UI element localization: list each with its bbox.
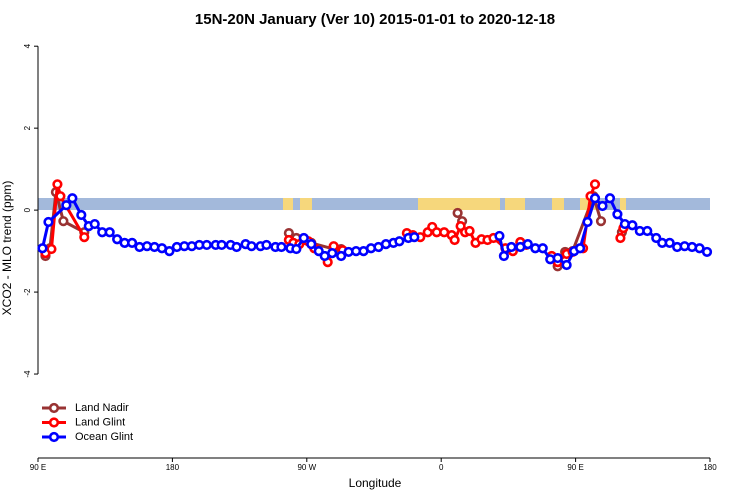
y-tick-label: 4 [23, 43, 32, 48]
point [394, 236, 405, 247]
legend-marker [48, 402, 60, 414]
point [126, 237, 138, 249]
point [76, 209, 87, 221]
land-patch [620, 198, 626, 210]
point [261, 239, 272, 251]
point [327, 248, 338, 259]
legend-label: Land Nadir [75, 402, 129, 414]
point [595, 216, 607, 227]
map-strip [38, 198, 710, 210]
point [552, 252, 563, 264]
point [298, 232, 309, 244]
point [506, 241, 517, 253]
point [58, 216, 69, 227]
point [612, 209, 623, 220]
point [52, 179, 63, 190]
point [43, 216, 54, 228]
point [104, 227, 115, 238]
point [67, 193, 78, 204]
y-tick-label: -4 [23, 370, 32, 378]
x-axis-label: Longitude [349, 476, 402, 490]
point [336, 250, 347, 262]
point [582, 216, 593, 228]
point [701, 246, 713, 258]
x-tick-label: 90 E [567, 463, 583, 472]
point [498, 250, 510, 262]
land-patch [505, 198, 525, 210]
point [494, 230, 505, 242]
legend-label: Land Glint [75, 416, 125, 428]
point [449, 234, 460, 246]
point [37, 243, 48, 254]
point [79, 232, 90, 243]
point [112, 234, 123, 245]
point [216, 239, 227, 251]
x-tick-label: 90 W [297, 463, 316, 472]
point [61, 200, 72, 211]
land-patch [283, 198, 293, 210]
point [464, 225, 475, 237]
point [597, 200, 608, 212]
point [615, 232, 626, 244]
legend-marker [48, 431, 60, 443]
point [55, 191, 66, 202]
point [694, 243, 705, 254]
land-patch [552, 198, 564, 210]
point [409, 232, 420, 243]
x-tick-label: 180 [166, 463, 180, 472]
point [589, 193, 601, 204]
point [246, 241, 257, 252]
point [627, 220, 638, 231]
point [589, 179, 601, 190]
point [89, 218, 100, 230]
point [604, 193, 616, 204]
land-patch [300, 198, 312, 210]
point [522, 239, 533, 250]
point [561, 259, 572, 271]
point [231, 241, 242, 253]
point [537, 243, 548, 254]
y-tick-label: -2 [23, 288, 32, 296]
land-patch [418, 198, 500, 210]
point [452, 207, 463, 219]
x-tick-label: 0 [439, 463, 444, 472]
y-tick-label: 0 [23, 207, 32, 212]
point [574, 243, 586, 254]
point [201, 239, 212, 251]
legend-marker [48, 417, 60, 428]
y-axis-label: XCO2 - MLO trend (ppm) [0, 181, 14, 316]
point [276, 241, 287, 253]
point [306, 239, 317, 250]
y-tick-label: 2 [23, 125, 32, 130]
legend-label: Ocean Glint [75, 431, 133, 443]
point [46, 243, 57, 255]
point [642, 225, 653, 237]
ocean-band [38, 198, 710, 210]
x-tick-label: 90 E [30, 463, 46, 472]
chart-title: 15N-20N January (Ver 10) 2015-01-01 to 2… [195, 11, 555, 28]
point [664, 237, 675, 249]
point [291, 243, 302, 255]
point [164, 245, 175, 257]
x-tick-label: 180 [703, 463, 717, 472]
